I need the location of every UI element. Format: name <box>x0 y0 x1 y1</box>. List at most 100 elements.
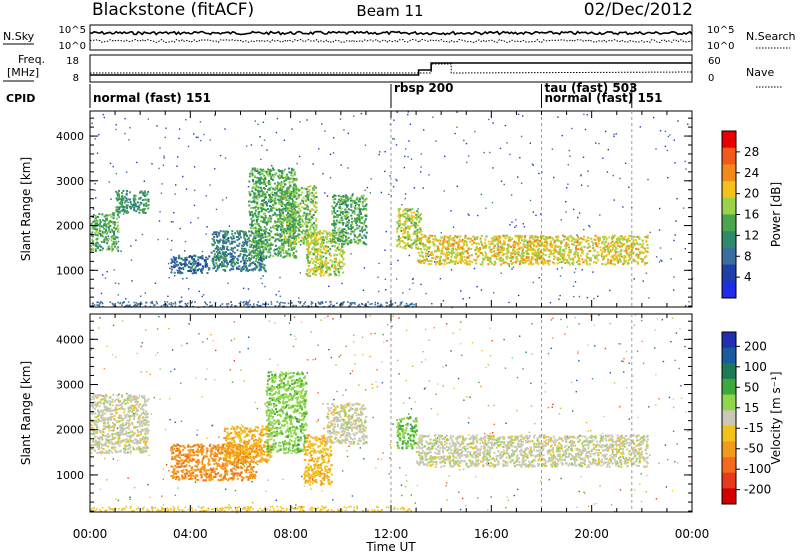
echo-point <box>492 254 494 257</box>
echo-point <box>251 211 253 213</box>
echo-point <box>292 194 295 197</box>
noise-point <box>412 282 414 284</box>
echo-point <box>252 262 255 264</box>
echo-point <box>313 244 316 247</box>
echo-point <box>254 233 257 236</box>
echo-point <box>334 264 337 267</box>
echo-point <box>94 217 97 220</box>
echo-point <box>469 263 471 266</box>
echo-point <box>475 246 478 248</box>
echo-point <box>281 238 283 241</box>
noise-point <box>480 289 483 291</box>
echo-point <box>254 167 257 170</box>
echo-point <box>413 230 416 233</box>
echo-point <box>261 195 264 197</box>
echo-point <box>291 181 294 183</box>
echo-point <box>342 201 345 204</box>
echo-point <box>261 252 264 255</box>
echo-point <box>243 262 246 265</box>
echo-point <box>262 229 264 232</box>
echo-point <box>568 235 571 238</box>
ground-scatter-point <box>385 301 388 304</box>
echo-point <box>408 237 411 239</box>
echo-point <box>103 215 106 218</box>
echo-point <box>418 242 421 245</box>
noise-point <box>157 238 159 241</box>
echo-point <box>311 191 314 194</box>
ground-scatter-point <box>280 301 282 304</box>
echo-point <box>334 223 337 226</box>
echo-point <box>526 243 529 246</box>
echo-point <box>120 200 123 203</box>
echo-point <box>358 220 361 223</box>
ground-scatter-point <box>342 301 344 304</box>
ground-scatter-point <box>257 301 259 303</box>
echo-point <box>545 244 548 247</box>
noise-point <box>104 277 107 279</box>
ground-scatter-point <box>186 305 188 307</box>
echo-point <box>111 213 114 216</box>
echo-point <box>268 198 271 201</box>
echo-point <box>301 239 304 242</box>
echo-point <box>407 225 409 228</box>
echo-point <box>592 261 595 264</box>
echo-point <box>547 263 550 266</box>
echo-point <box>333 270 336 273</box>
echo-point <box>284 236 287 239</box>
echo-point <box>231 255 234 258</box>
echo-point <box>288 197 291 200</box>
echo-point <box>133 194 136 197</box>
echo-point <box>253 175 256 178</box>
echo-point <box>173 259 176 262</box>
station-title: Blackstone (fitACF) <box>92 0 254 20</box>
echo-point <box>170 258 173 261</box>
echo-point <box>285 241 288 244</box>
noise-point <box>476 286 478 288</box>
noise-point <box>193 166 196 168</box>
echo-point <box>506 247 509 250</box>
echo-point <box>450 237 453 240</box>
echo-point <box>414 244 417 247</box>
echo-point <box>319 236 322 239</box>
noise-point <box>517 294 520 297</box>
echo-point <box>458 240 461 243</box>
echo-point <box>573 253 575 256</box>
echo-point <box>256 253 259 256</box>
echo-point <box>274 197 277 200</box>
ground-scatter-point <box>238 302 241 305</box>
echo-point <box>173 266 176 269</box>
echo-point <box>182 259 185 262</box>
echo-point <box>267 221 270 224</box>
ground-scatter-point <box>363 304 366 307</box>
noise-point <box>393 119 395 121</box>
echo-point <box>223 253 225 256</box>
ground-scatter-point <box>168 303 171 305</box>
noise-point <box>577 240 579 242</box>
echo-point <box>257 191 260 194</box>
freq-panel <box>89 54 693 83</box>
echo-point <box>185 259 188 261</box>
echo-point <box>226 265 229 268</box>
echo-point <box>346 243 349 246</box>
echo-point <box>266 243 269 246</box>
echo-point <box>416 259 419 262</box>
echo-point <box>223 260 226 263</box>
echo-point <box>248 249 251 251</box>
echo-point <box>610 242 613 245</box>
noise-point <box>170 221 173 223</box>
echo-point <box>307 251 310 253</box>
echo-point <box>134 194 137 197</box>
echo-point <box>118 206 121 209</box>
noise-point <box>379 151 381 153</box>
echo-point <box>342 199 345 201</box>
echo-point <box>278 210 281 213</box>
echo-point <box>358 225 361 228</box>
echo-point <box>229 253 232 256</box>
echo-point <box>256 186 259 188</box>
ground-scatter-point <box>179 301 181 304</box>
echo-point <box>330 238 333 241</box>
echo-point <box>213 266 216 269</box>
ground-scatter-point <box>235 305 237 307</box>
echo-point <box>512 251 515 254</box>
echo-point <box>281 213 284 216</box>
